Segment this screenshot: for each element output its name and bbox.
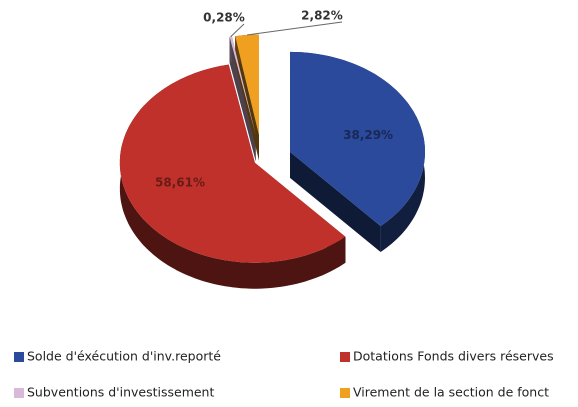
slice-side bbox=[235, 36, 259, 161]
legend-label: Subventions d'investissement bbox=[27, 385, 214, 400]
pie-slice bbox=[289, 51, 425, 227]
slice-wall bbox=[119, 64, 346, 289]
pie-slice bbox=[235, 34, 259, 135]
leader-line bbox=[230, 23, 245, 38]
data-label: 0,28% bbox=[203, 11, 245, 25]
leader-line bbox=[246, 21, 343, 36]
legend-swatch bbox=[14, 388, 24, 398]
data-label: 58,61% bbox=[155, 175, 205, 189]
slice-side bbox=[289, 151, 381, 253]
legend-swatch bbox=[14, 352, 24, 362]
pie-slice bbox=[119, 64, 346, 263]
pie-slice bbox=[229, 36, 256, 135]
legend-label: Solde d'éxécution d'inv.reporté bbox=[27, 349, 221, 364]
legend-label: Dotations Fonds divers réserves bbox=[353, 349, 554, 364]
legend-swatch bbox=[340, 388, 350, 398]
legend-swatch bbox=[340, 352, 350, 362]
data-label: 2,82% bbox=[301, 9, 343, 23]
legend-label: Virement de la section de fonct bbox=[353, 385, 549, 400]
data-label: 38,29% bbox=[343, 128, 393, 142]
